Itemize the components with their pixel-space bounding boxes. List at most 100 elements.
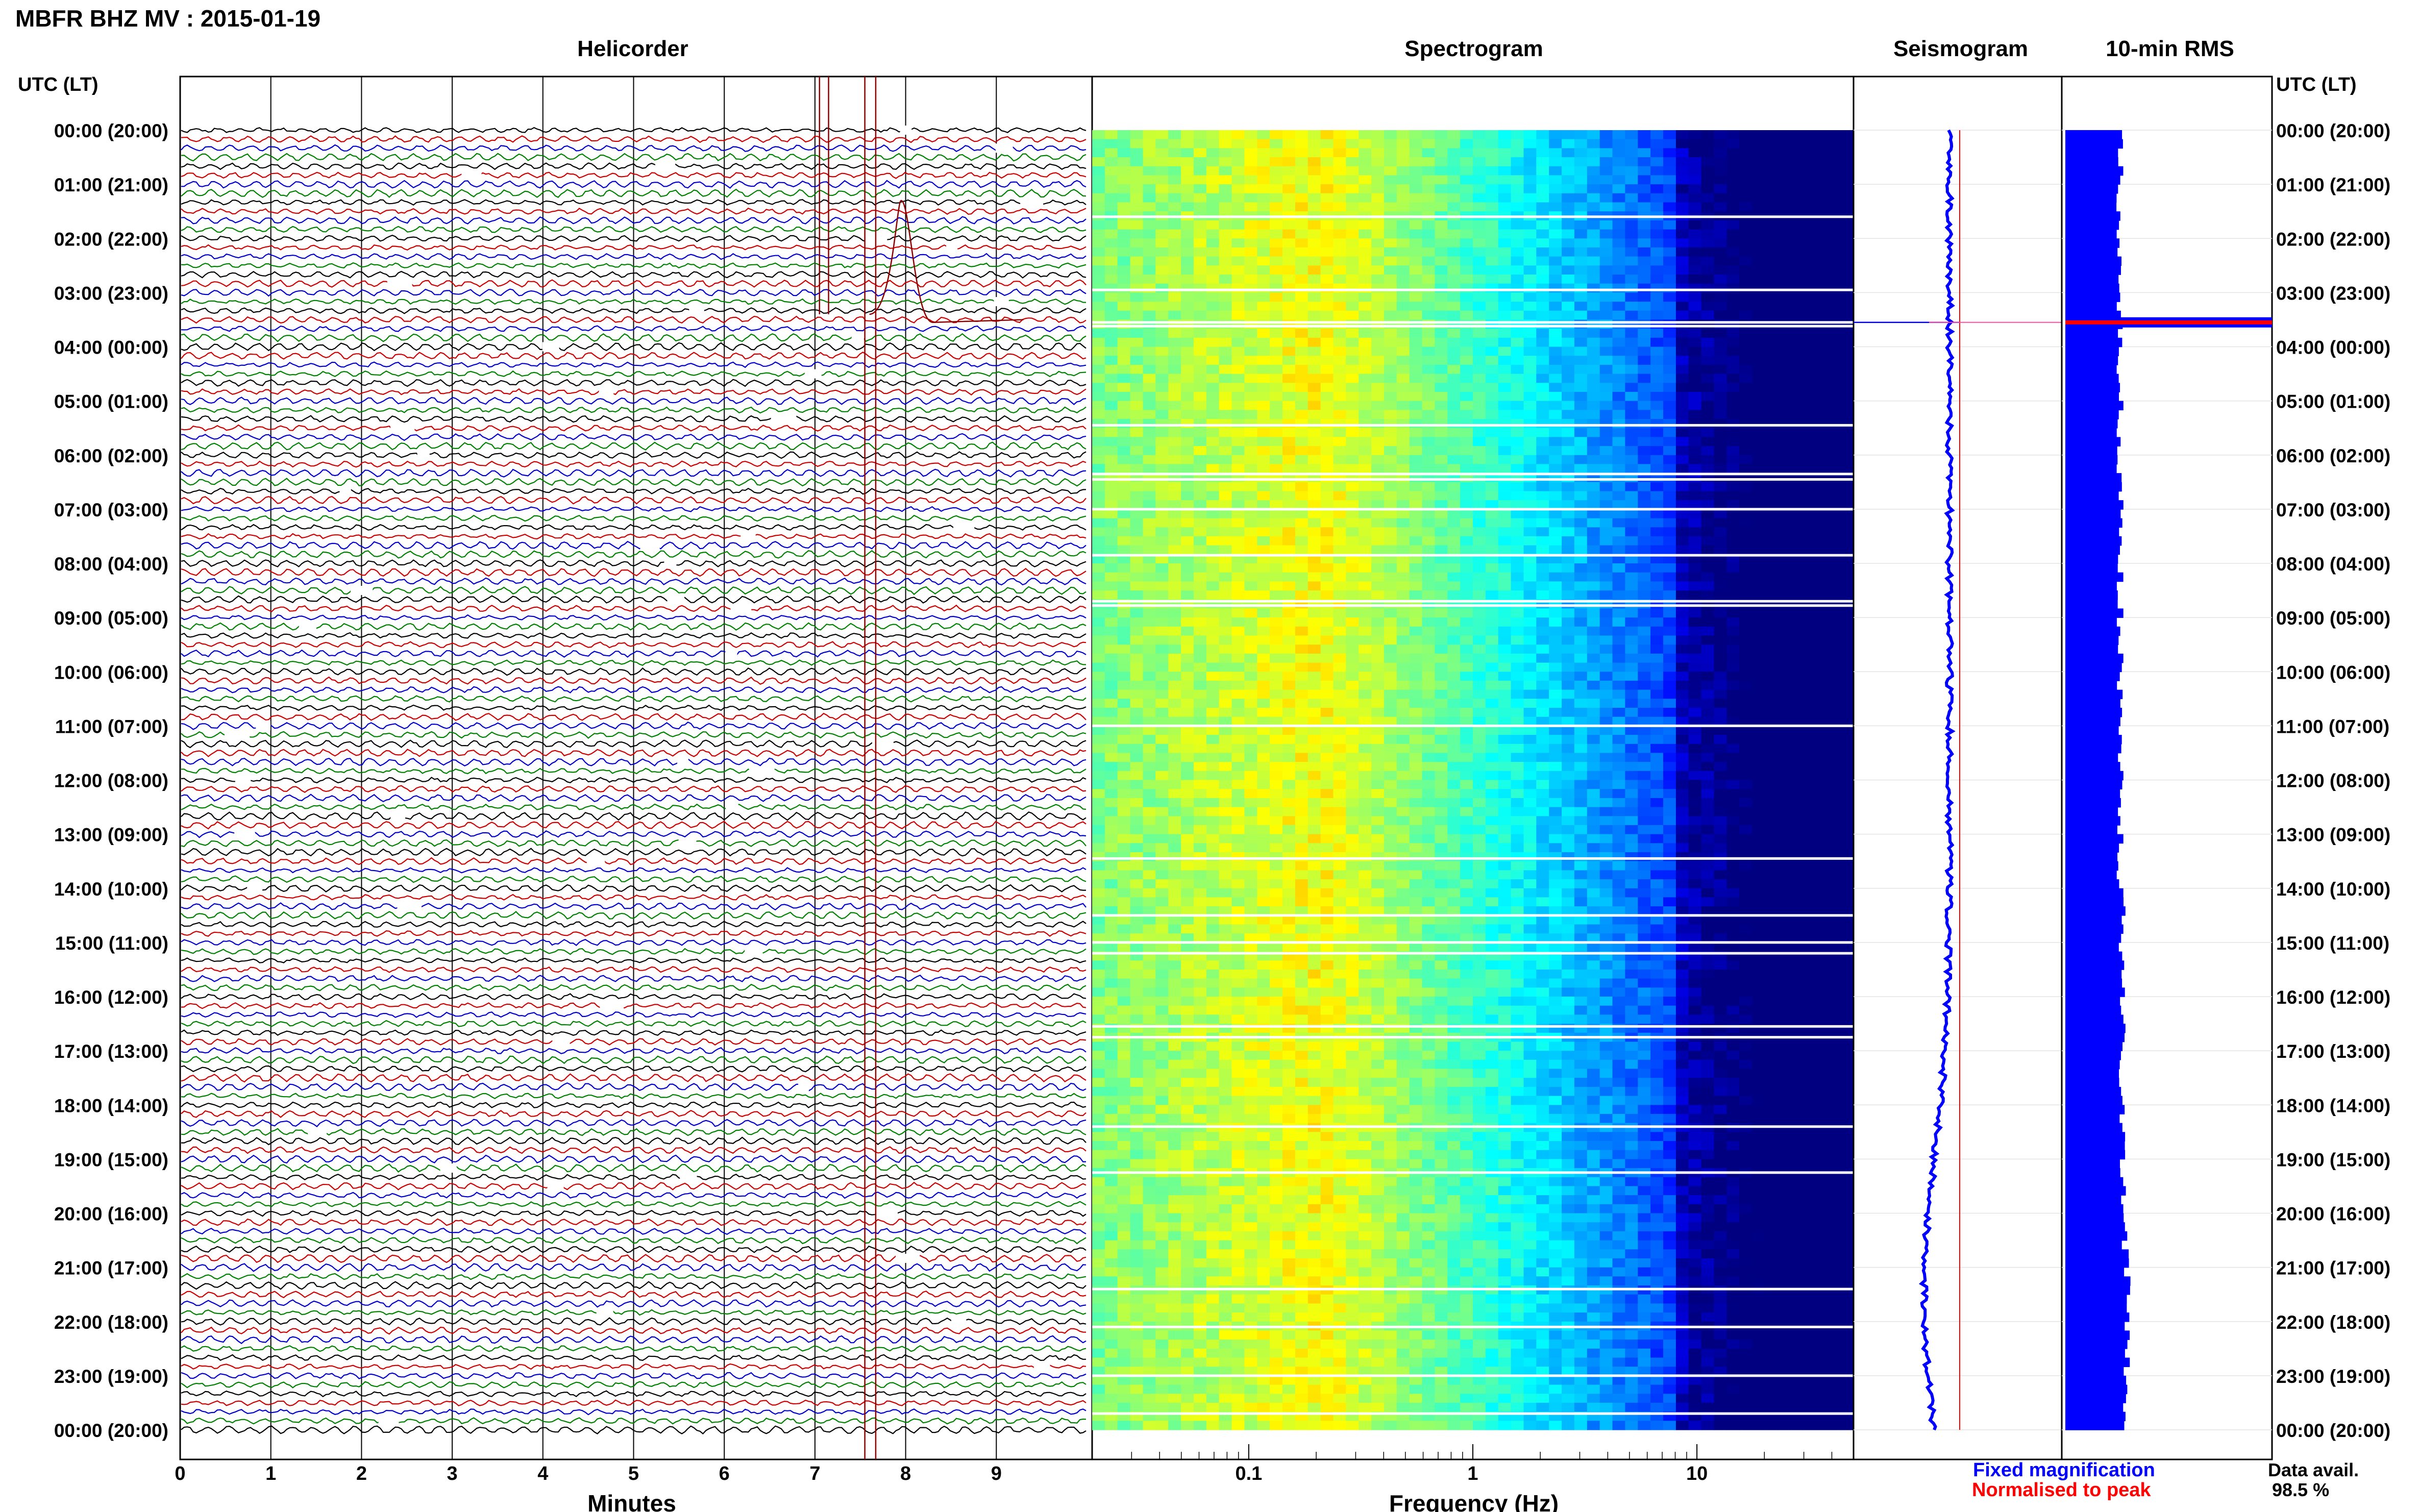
spectrogram-cell — [1371, 256, 1385, 266]
spectrogram-cell — [1206, 735, 1220, 745]
spectrogram-cell — [1536, 391, 1549, 402]
spectrogram-cell — [1181, 716, 1194, 726]
spectrogram-cell — [1562, 265, 1575, 275]
spectrogram-cell — [1295, 662, 1309, 672]
spectrogram-cell — [1409, 491, 1423, 501]
spectrogram-cell — [1828, 762, 1841, 772]
spectrogram-cell — [1320, 590, 1334, 600]
spectrogram-cell — [1104, 184, 1118, 194]
spectrogram-cell — [1701, 708, 1715, 717]
spectrogram-cell — [1485, 220, 1499, 230]
spectrogram-cell — [1752, 581, 1765, 591]
spectrogram-cell — [1523, 310, 1537, 320]
spectrogram-cell — [1485, 590, 1499, 600]
helicorder-trace-row — [181, 902, 1087, 911]
spectrogram-cell — [1714, 771, 1727, 781]
spectrogram-cell — [1803, 608, 1816, 618]
spectrogram-cell — [1231, 148, 1245, 158]
spectrogram-cell — [1562, 310, 1575, 320]
spectrogram-cell — [1562, 672, 1575, 681]
spectrogram-cell — [1650, 645, 1664, 654]
spectrogram-cell — [1181, 319, 1194, 329]
spectrogram-cell — [1739, 374, 1752, 383]
spectrogram-cell — [1650, 500, 1664, 510]
spectrogram-cell — [1485, 527, 1499, 537]
spectrogram-cell — [1257, 401, 1270, 410]
spectrogram-cell — [1790, 825, 1804, 835]
helicorder-trace-row — [181, 757, 1087, 766]
spectrogram-cell — [1612, 319, 1625, 329]
spectrogram-cell — [1574, 238, 1588, 248]
spectrogram-cell — [1092, 708, 1105, 717]
spectrogram-cell — [1155, 491, 1169, 501]
spectrogram-cell — [1130, 130, 1144, 140]
spectrogram-cell — [1244, 672, 1257, 681]
spectrogram-cell — [1663, 527, 1676, 537]
spectrogram-cell — [1803, 275, 1816, 284]
spectrogram-cell — [1346, 139, 1359, 148]
spectrogram-cell — [1803, 789, 1816, 799]
spectrogram-cell — [1435, 419, 1448, 429]
spectrogram-cell — [1815, 509, 1829, 519]
spectrogram-cell — [1587, 391, 1600, 402]
spectrogram-cell — [1536, 572, 1549, 582]
spectrogram-cell — [1270, 464, 1283, 474]
spectrogram-cell — [1320, 789, 1334, 799]
spectrogram-cell — [1270, 202, 1283, 212]
spectrogram-cell — [1485, 247, 1499, 257]
spectrogram-cell — [1244, 428, 1257, 437]
spectrogram-cell — [1752, 437, 1765, 447]
spectrogram-cell — [1092, 464, 1105, 474]
spectrogram-cell — [1485, 771, 1499, 781]
spectrogram-cell — [1307, 401, 1321, 410]
spectrogram-cell — [1752, 175, 1765, 185]
spectrogram-cell — [1346, 464, 1359, 474]
spectrogram-cell — [1815, 283, 1829, 293]
spectrogram-cell — [1688, 509, 1702, 519]
spectrogram-cell — [1714, 166, 1727, 176]
spectrogram-cell — [1143, 247, 1156, 257]
spectrogram-cell — [1663, 509, 1676, 519]
spectrogram-cell — [1815, 220, 1829, 230]
spectrogram-cell — [1587, 563, 1600, 573]
spectrogram-cell — [1714, 229, 1727, 239]
spectrogram-cell — [1587, 645, 1600, 654]
spectrogram-cell — [1752, 554, 1765, 564]
spectrogram-cell — [1549, 590, 1562, 600]
spectrogram-cell — [1359, 554, 1372, 564]
spectrogram-cell — [1485, 374, 1499, 383]
spectrogram-cell — [1536, 419, 1549, 429]
spectrogram-cell — [1485, 175, 1499, 185]
spectrogram-cell — [1181, 283, 1194, 293]
helicorder-trace-row — [181, 153, 1087, 162]
spectrogram-cell — [1282, 437, 1296, 447]
spectrogram-cell — [1282, 545, 1296, 555]
spectrogram-cell — [1460, 509, 1473, 519]
spectrogram-cell — [1587, 771, 1600, 781]
spectrogram-cell — [1675, 699, 1689, 708]
spectrogram-cell — [1396, 798, 1410, 808]
spectrogram-cell — [1625, 608, 1638, 618]
spectrogram-cell — [1384, 554, 1397, 564]
spectrogram-cell — [1473, 275, 1486, 284]
helicorder-trace-row — [181, 767, 1087, 775]
spectrogram-cell — [1447, 184, 1461, 194]
spectrogram-cell — [1815, 753, 1829, 762]
spectrogram-cell — [1320, 202, 1334, 212]
spectrogram-cell — [1333, 265, 1346, 275]
spectrogram-cell — [1574, 157, 1588, 167]
spectrogram-cell — [1155, 789, 1169, 799]
spectrogram-cell — [1193, 753, 1207, 762]
spectrogram-cell — [1536, 554, 1549, 564]
spectrogram-cell — [1739, 391, 1752, 402]
spectrogram-cell — [1726, 653, 1740, 663]
spectrogram-cell — [1675, 716, 1689, 726]
spectrogram-cell — [1815, 491, 1829, 501]
spectrogram-cell — [1130, 825, 1144, 835]
spectrogram-cell — [1460, 536, 1473, 546]
spectrogram-cell — [1219, 184, 1232, 194]
spectrogram-cell — [1130, 536, 1144, 546]
spectrogram-cell — [1612, 157, 1625, 167]
helicorder-trace-row — [181, 632, 1087, 639]
spectrogram-cell — [1168, 482, 1181, 492]
